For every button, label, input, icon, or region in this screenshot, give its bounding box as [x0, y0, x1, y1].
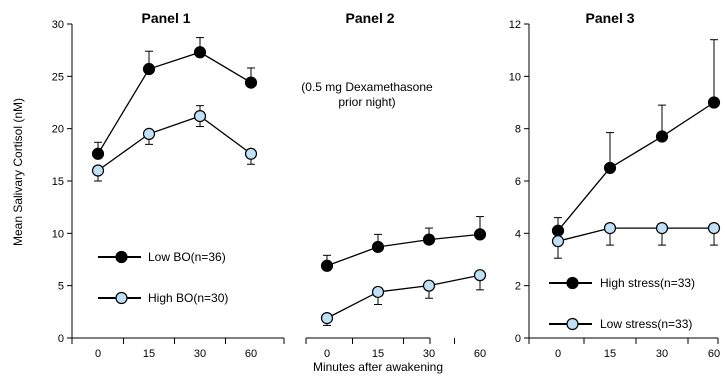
y-tick-label: 2	[515, 281, 521, 293]
x-tick-label: 15	[372, 348, 384, 360]
series-open	[551, 222, 721, 259]
y-tick-label: 6	[515, 176, 521, 188]
legend-marker	[566, 276, 579, 290]
data-point	[655, 222, 669, 235]
legend-item: High stress(n=33)	[549, 276, 695, 290]
legend-item: Low BO(n=36)	[98, 250, 226, 264]
x-tick-label: 60	[245, 348, 257, 360]
series-open	[91, 105, 258, 182]
x-tick-label: 30	[194, 348, 206, 360]
data-point	[193, 110, 207, 123]
x-tick-label: 30	[423, 348, 435, 360]
panel-1: Panel 1 0 5 10 15 20 25 30 0 15 30 60 Low BO(n=36) Hi…	[52, 10, 285, 360]
series-filled	[320, 216, 487, 272]
y-tick-label: 15	[52, 176, 64, 188]
series-line	[326, 274, 481, 319]
data-point	[91, 164, 105, 177]
panel-3: Panel 3 0 2 4 6 8 10 12 0 15 30 60 High stress(n=33)…	[509, 10, 720, 360]
x-tick-label: 15	[604, 348, 616, 360]
data-point	[244, 147, 258, 160]
data-point	[320, 312, 334, 325]
x-tick-label: 60	[708, 348, 720, 360]
panel-1-title: Panel 1	[141, 10, 190, 26]
data-point	[707, 222, 721, 235]
panel-2-title: Panel 2	[345, 10, 394, 26]
data-point	[193, 46, 207, 59]
data-point	[603, 161, 617, 175]
y-tick-label: 8	[515, 124, 521, 136]
x-tick-label: 30	[656, 348, 668, 360]
data-point	[551, 224, 565, 237]
legend-item: High BO(n=30)	[98, 291, 228, 305]
data-point	[473, 228, 487, 241]
legend-item: Low stress(n=33)	[549, 317, 692, 331]
y-tick-label: 25	[52, 71, 64, 83]
data-point	[371, 240, 385, 254]
y-tick-label: 5	[58, 281, 64, 293]
legend-marker	[566, 317, 579, 331]
x-tick-label: 60	[474, 348, 486, 360]
data-point	[142, 127, 156, 140]
x-tick-label: 0	[555, 348, 561, 360]
y-tick-label: 0	[58, 333, 64, 345]
y-axis-label: Mean Salivary Cortisol (nM)	[11, 98, 25, 246]
data-point	[142, 62, 156, 76]
y-tick-label: 30	[52, 19, 64, 31]
legend-marker	[115, 291, 128, 305]
series-open	[320, 269, 487, 326]
legend-marker	[115, 250, 128, 264]
legend-label: High stress(n=33)	[600, 276, 695, 290]
y-tick-label: 20	[52, 124, 64, 136]
series-line	[97, 115, 252, 172]
data-point	[473, 269, 487, 282]
x-tick-label: 0	[324, 348, 330, 360]
data-point	[422, 279, 436, 292]
series-filled	[551, 39, 721, 237]
data-point	[91, 147, 105, 160]
data-point	[707, 96, 721, 109]
y-tick-label: 10	[52, 228, 64, 240]
legend-label: Low BO(n=36)	[148, 250, 226, 264]
data-point	[551, 235, 565, 248]
series-line	[557, 227, 714, 242]
data-point	[603, 222, 617, 235]
y-tick-label: 10	[509, 71, 521, 83]
panel-3-title: Panel 3	[585, 10, 634, 26]
legend-label: High BO(n=30)	[148, 291, 228, 305]
panel-2: Panel 2 0 15 30 60 (0.5 mg Dexamethasone prior…	[301, 10, 486, 360]
x-axis-label: Minutes after awakening	[313, 360, 443, 374]
y-tick-label: 0	[515, 333, 521, 345]
data-point	[655, 130, 669, 143]
series-line	[557, 101, 715, 232]
legend-label: Low stress(n=33)	[600, 317, 692, 331]
data-point	[244, 76, 258, 89]
y-tick-label: 4	[515, 228, 521, 240]
panel-annotation: (0.5 mg Dexamethasone prior night)	[301, 80, 433, 109]
data-point	[320, 259, 334, 272]
series-filled	[91, 37, 258, 160]
x-tick-label: 15	[143, 348, 155, 360]
series-line	[97, 51, 252, 155]
data-point	[422, 233, 436, 246]
series-line	[326, 233, 481, 267]
data-point	[371, 285, 385, 299]
x-tick-label: 0	[95, 348, 101, 360]
y-tick-label: 12	[509, 19, 521, 31]
